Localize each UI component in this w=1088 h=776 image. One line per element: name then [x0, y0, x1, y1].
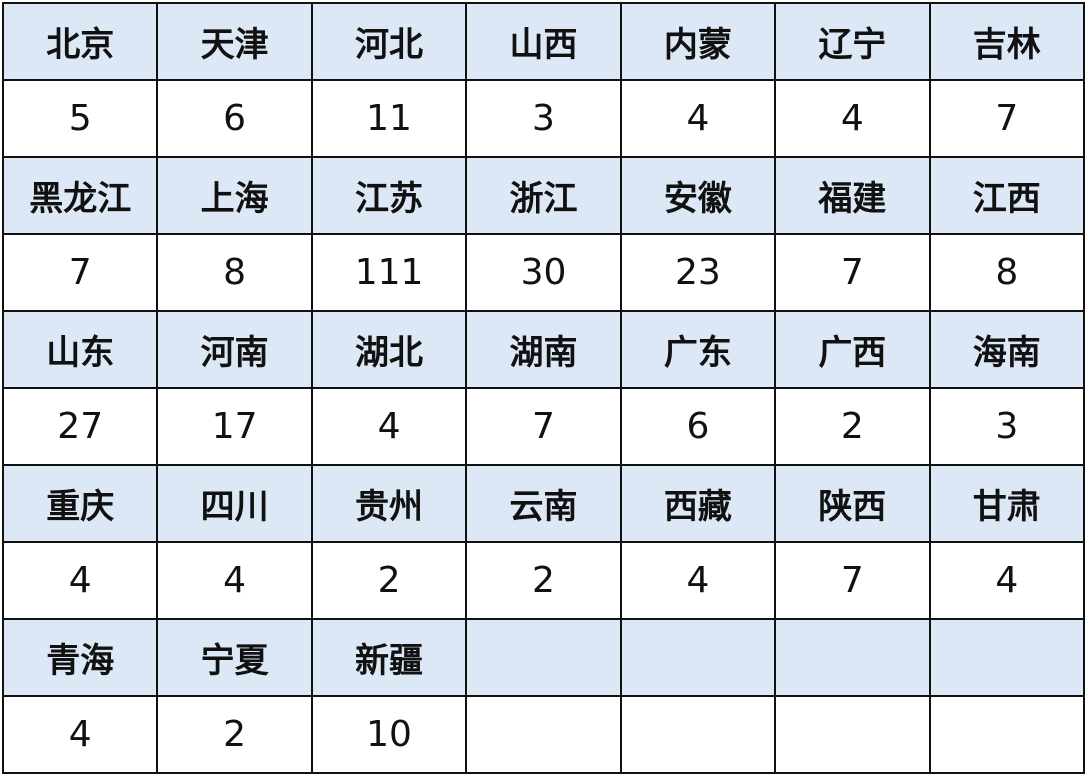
region-name-cell: 北京: [1, 2, 159, 81]
region-name-cell: 西藏: [619, 464, 777, 543]
count-cell: 4: [928, 541, 1086, 620]
count-cell: 5: [1, 79, 159, 158]
count-cell: 4: [1, 695, 159, 774]
region-name-cell: 湖北: [310, 310, 468, 389]
region-name-cell: 福建: [774, 156, 931, 235]
count-cell: 6: [156, 79, 313, 158]
region-name-cell: 吉林: [928, 2, 1086, 81]
count-cell: 7: [928, 79, 1086, 158]
region-name-cell: 河北: [310, 2, 468, 81]
region-name-cell: 陕西: [774, 464, 931, 543]
count-cell: 4: [310, 387, 468, 466]
region-name-cell: 云南: [465, 464, 622, 543]
count-cell: 2: [465, 541, 622, 620]
count-cell: 4: [156, 541, 313, 620]
count-cell: 17: [156, 387, 313, 466]
region-header-row: 北京 天津 河北 山西 内蒙 辽宁 吉林: [1, 2, 1086, 81]
count-cell: 4: [619, 541, 777, 620]
count-cell: 4: [1, 541, 159, 620]
region-header-row: 青海 宁夏 新疆: [1, 618, 1086, 697]
count-cell: 7: [774, 233, 931, 312]
region-name-cell: 浙江: [465, 156, 622, 235]
region-name-cell: 重庆: [1, 464, 159, 543]
count-cell: 2: [156, 695, 313, 774]
region-name-cell: 天津: [156, 2, 313, 81]
region-header-row: 山东 河南 湖北 湖南 广东 广西 海南: [1, 310, 1086, 389]
region-name-cell: 新疆: [310, 618, 468, 697]
region-name-cell: 四川: [156, 464, 313, 543]
region-header-row: 重庆 四川 贵州 云南 西藏 陕西 甘肃: [1, 464, 1086, 543]
count-cell: 10: [310, 695, 468, 774]
value-row: 27 17 4 7 6 2 3: [1, 387, 1086, 466]
region-name-cell: 广西: [774, 310, 931, 389]
count-cell: 27: [1, 387, 159, 466]
region-name-cell: 江苏: [310, 156, 468, 235]
region-name-cell: 安徽: [619, 156, 777, 235]
region-name-cell: 广东: [619, 310, 777, 389]
region-name-cell: 海南: [928, 310, 1086, 389]
region-name-cell: 山东: [1, 310, 159, 389]
count-cell: 11: [310, 79, 468, 158]
value-row: 4 2 10: [1, 695, 1086, 774]
count-cell: 3: [465, 79, 622, 158]
count-cell: [774, 695, 931, 774]
count-cell: 2: [310, 541, 468, 620]
region-name-cell: [774, 618, 931, 697]
region-name-cell: 辽宁: [774, 2, 931, 81]
region-name-cell: 青海: [1, 618, 159, 697]
region-name-cell: 内蒙: [619, 2, 777, 81]
count-cell: 8: [928, 233, 1086, 312]
count-cell: 2: [774, 387, 931, 466]
count-cell: 6: [619, 387, 777, 466]
region-name-cell: [928, 618, 1086, 697]
count-cell: 4: [619, 79, 777, 158]
count-cell: 23: [619, 233, 777, 312]
region-name-cell: 贵州: [310, 464, 468, 543]
count-cell: 3: [928, 387, 1086, 466]
region-name-cell: [465, 618, 622, 697]
count-cell: 7: [465, 387, 622, 466]
count-cell: 7: [1, 233, 159, 312]
region-name-cell: 宁夏: [156, 618, 313, 697]
count-cell: 30: [465, 233, 622, 312]
region-name-cell: 山西: [465, 2, 622, 81]
region-name-cell: 甘肃: [928, 464, 1086, 543]
count-cell: [619, 695, 777, 774]
value-row: 5 6 11 3 4 4 7: [1, 79, 1086, 158]
region-name-cell: [619, 618, 777, 697]
count-cell: 7: [774, 541, 931, 620]
region-name-cell: 湖南: [465, 310, 622, 389]
count-cell: [928, 695, 1086, 774]
count-cell: 111: [310, 233, 468, 312]
count-cell: 4: [774, 79, 931, 158]
region-header-row: 黑龙江 上海 江苏 浙江 安徽 福建 江西: [1, 156, 1086, 235]
count-cell: [465, 695, 622, 774]
region-name-cell: 河南: [156, 310, 313, 389]
value-row: 7 8 111 30 23 7 8: [1, 233, 1086, 312]
region-name-cell: 黑龙江: [1, 156, 159, 235]
region-name-cell: 上海: [156, 156, 313, 235]
count-cell: 8: [156, 233, 313, 312]
region-name-cell: 江西: [928, 156, 1086, 235]
